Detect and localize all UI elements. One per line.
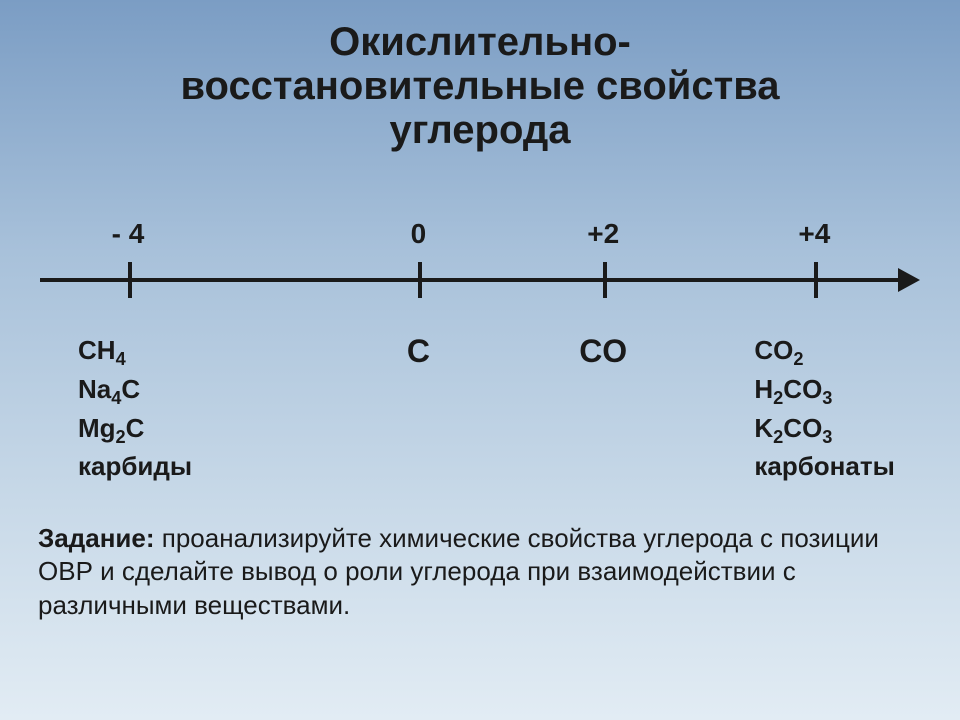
task-text-block: Задание: проанализируйте химические свой… — [38, 522, 922, 622]
oxidation-state-value: +4 — [798, 218, 830, 250]
compound-item: карбиды — [78, 449, 192, 484]
slide-title: Окислительно- восстановительные свойства… — [0, 0, 960, 152]
title-line-1: Окислительно- — [0, 20, 960, 64]
axis-main-label: CO — [579, 333, 627, 370]
compound-item: CH4 — [78, 333, 192, 372]
compound-item: K2CO3 — [754, 411, 894, 450]
compound-item: Mg2C — [78, 411, 192, 450]
axis-line — [40, 278, 902, 282]
oxidation-state-value: 0 — [411, 218, 427, 250]
title-line-3: углерода — [0, 108, 960, 152]
compound-item: карбонаты — [754, 449, 894, 484]
oxidation-state-value: - 4 — [112, 218, 145, 250]
compound-list: CO2H2CO3K2CO3карбонаты — [754, 333, 894, 484]
compound-item: Na4C — [78, 372, 192, 411]
task-label: Задание: — [38, 523, 155, 553]
axis-tick — [814, 262, 818, 298]
title-line-2: восстановительные свойства — [0, 64, 960, 108]
axis-tick — [603, 262, 607, 298]
compound-item: CO2 — [754, 333, 894, 372]
axis-main-label: C — [407, 333, 430, 370]
axis-tick — [128, 262, 132, 298]
axis-arrow-icon — [898, 268, 920, 292]
axis-tick — [418, 262, 422, 298]
compound-list: CH4Na4CMg2Cкарбиды — [78, 333, 192, 484]
oxidation-state-value: +2 — [587, 218, 619, 250]
compound-item: H2CO3 — [754, 372, 894, 411]
task-body: проанализируйте химические свойства угле… — [38, 523, 879, 620]
